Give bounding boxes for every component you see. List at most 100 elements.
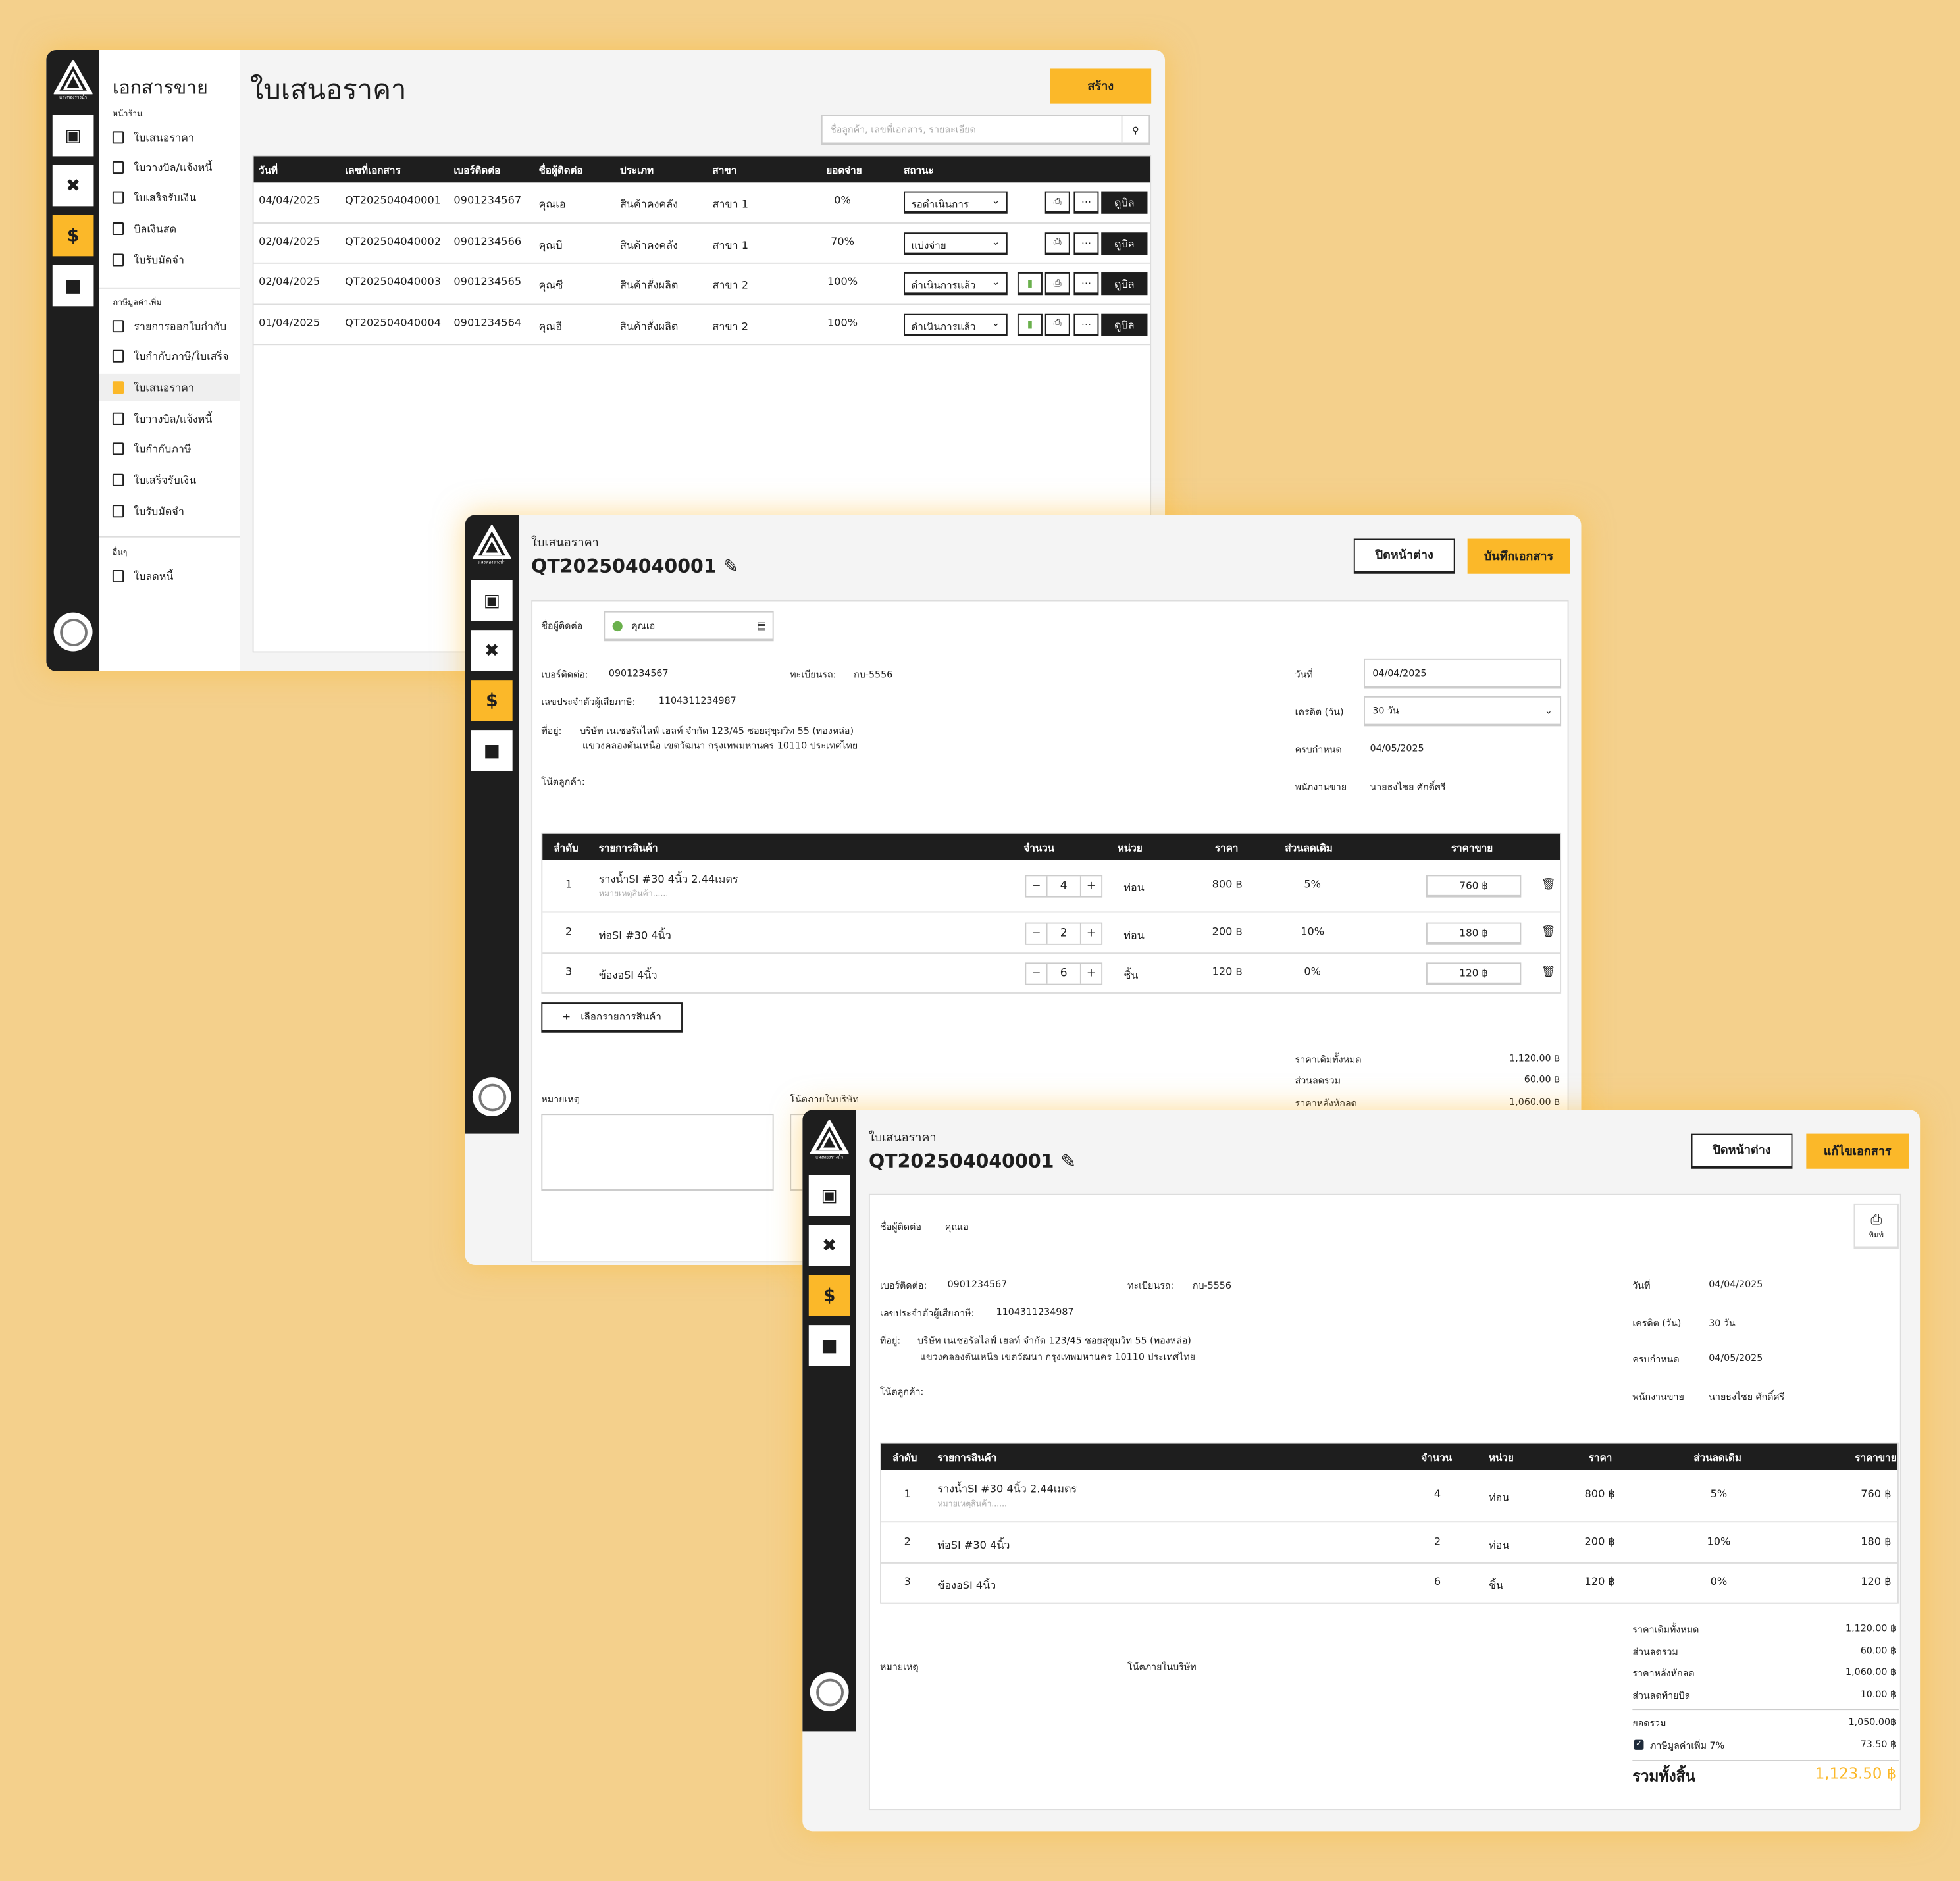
- rail-button-3[interactable]: $: [808, 1275, 850, 1316]
- trash-icon[interactable]: 🗑: [1541, 925, 1556, 939]
- sidebar-item[interactable]: รายการออกใบกำกับ: [99, 313, 240, 340]
- date-field[interactable]: 04/04/2025: [1364, 658, 1562, 689]
- rail-button-1[interactable]: ▣: [471, 580, 513, 621]
- pencil-icon[interactable]: ✎: [1060, 1150, 1077, 1173]
- sale-price-input[interactable]: 760 ฿: [1426, 875, 1522, 898]
- receipt-icon: [112, 191, 124, 204]
- rail-button-3[interactable]: $: [52, 215, 94, 257]
- quantity-value[interactable]: 2: [1046, 923, 1081, 943]
- minus-button[interactable]: −: [1031, 880, 1041, 893]
- plus-button[interactable]: +: [1086, 927, 1096, 940]
- vat-checkbox[interactable]: ✓: [1634, 1739, 1644, 1750]
- rail-button-1[interactable]: ▣: [52, 115, 94, 157]
- plus-button[interactable]: +: [1086, 967, 1096, 980]
- avatar[interactable]: [53, 612, 93, 652]
- sale-price-input[interactable]: 180 ฿: [1426, 921, 1522, 944]
- quantity-value[interactable]: 6: [1046, 964, 1081, 984]
- rail-button-1[interactable]: ▣: [808, 1175, 850, 1216]
- search-icon[interactable]: ⚲: [1121, 116, 1149, 144]
- sidebar-item[interactable]: ใบกำกับภาษี: [99, 435, 240, 463]
- price-cell: 200 ฿: [1212, 925, 1243, 939]
- sidebar-item[interactable]: ใบเสร็จรับเงิน: [99, 466, 240, 494]
- close-window-button[interactable]: ปิดหน้าต่าง: [1691, 1133, 1793, 1169]
- sidebar-item[interactable]: ใบเสร็จรับเงิน: [99, 184, 240, 211]
- status-select[interactable]: แบ่งจ่าย ⌄: [904, 232, 1008, 255]
- quantity-stepper[interactable]: −4 +: [1025, 875, 1103, 898]
- company-note-label: โน้ตภายในบริษัท: [1127, 1661, 1197, 1673]
- minus-button[interactable]: −: [1031, 967, 1041, 980]
- sidebar-item[interactable]: ใบเสนอราคา: [99, 373, 240, 401]
- minus-button[interactable]: −: [1031, 927, 1041, 940]
- more-button[interactable]: ⋯: [1073, 232, 1099, 255]
- trash-icon[interactable]: 🗑: [1541, 966, 1556, 979]
- rail-button-4[interactable]: ■: [471, 730, 513, 771]
- status-select[interactable]: ดำเนินการแล้ว ⌄: [904, 272, 1008, 296]
- view-bill-button[interactable]: ดูบิล: [1101, 313, 1148, 336]
- print-button[interactable]: ⎙: [1044, 191, 1070, 214]
- delivery-button[interactable]: ▮: [1017, 272, 1043, 296]
- date-cell: 01/04/2025: [259, 317, 321, 330]
- view-bill-button[interactable]: ดูบิล: [1101, 191, 1148, 214]
- view-bill-button[interactable]: ดูบิล: [1101, 232, 1148, 255]
- quantity-cell: 6: [1433, 1576, 1441, 1589]
- index-cell: 1: [565, 879, 573, 892]
- status-select[interactable]: รอดำเนินการ ⌄: [904, 191, 1008, 214]
- column-header: ราคาขาย: [1855, 1452, 1897, 1464]
- quantity-value[interactable]: 4: [1046, 876, 1081, 896]
- sidebar-item[interactable]: ใบวางบิล/แจ้งหนี้: [99, 405, 240, 432]
- rail-button-3[interactable]: $: [471, 680, 513, 721]
- delivery-button[interactable]: ▮: [1017, 313, 1043, 336]
- credit-label: เครดิต (วัน): [1295, 706, 1344, 718]
- more-button[interactable]: ⋯: [1073, 191, 1099, 214]
- rail-button-2[interactable]: ✖: [52, 165, 94, 207]
- sidebar-item[interactable]: ใบลดหนี้: [99, 563, 240, 590]
- more-button[interactable]: ⋯: [1073, 313, 1099, 336]
- print-button[interactable]: ⎙: [1044, 272, 1070, 296]
- edit-document-button[interactable]: แก้ไขเอกสาร: [1806, 1133, 1909, 1169]
- contact-book-icon[interactable]: ▤: [756, 620, 767, 632]
- document-dollar-icon: $: [66, 225, 80, 246]
- item-note-placeholder: หมายเหตุสินค้า......: [937, 1499, 1007, 1509]
- plus-button[interactable]: +: [1086, 880, 1096, 893]
- quantity-stepper[interactable]: −6 +: [1025, 962, 1103, 985]
- quotation-view-window: แสงทองรางน้ำ ▣ ✖ $ ■ ใบเสนอราคา QT2025040400…: [802, 1110, 1921, 1832]
- close-window-button[interactable]: ปิดหน้าต่าง: [1353, 538, 1455, 574]
- sidebar-item[interactable]: ใบรับมัดจำ: [99, 498, 240, 525]
- sidebar-item[interactable]: ใบวางบิล/แจ้งหนี้: [99, 154, 240, 182]
- sidebar-item[interactable]: ใบเสนอราคา: [99, 124, 240, 151]
- print-button[interactable]: ⎙: [1044, 313, 1070, 336]
- avatar[interactable]: [472, 1077, 511, 1116]
- product-name: ข้องอSI 4นิ้ว: [598, 969, 658, 983]
- add-item-button[interactable]: + เลือกรายการสินค้า: [541, 1002, 683, 1033]
- view-bill-button[interactable]: ดูบิล: [1101, 272, 1148, 296]
- print-label: พิมพ์: [1869, 1230, 1884, 1240]
- contact-field[interactable]: คุณเอ ▤: [604, 611, 774, 642]
- print-button[interactable]: ⎙ พิมพ์: [1853, 1203, 1899, 1249]
- rail-button-2[interactable]: ✖: [471, 630, 513, 671]
- rail-button-4[interactable]: ■: [52, 265, 94, 307]
- date-cell: 02/04/2025: [259, 276, 321, 289]
- status-select[interactable]: ดำเนินการแล้ว ⌄: [904, 313, 1008, 336]
- sidebar-item[interactable]: ใบรับมัดจำ: [99, 246, 240, 274]
- credit-select[interactable]: 30 วัน ⌄: [1364, 696, 1562, 727]
- store-icon: ▣: [64, 125, 82, 146]
- rail-button-2[interactable]: ✖: [808, 1225, 850, 1266]
- print-button[interactable]: ⎙: [1044, 232, 1070, 255]
- trash-icon[interactable]: 🗑: [1541, 879, 1556, 892]
- quantity-stepper[interactable]: −2 +: [1025, 921, 1103, 944]
- index-cell: 2: [565, 925, 573, 939]
- item-note-placeholder[interactable]: หมายเหตุสินค้า......: [598, 889, 669, 899]
- avatar[interactable]: [810, 1672, 849, 1712]
- sidebar-item[interactable]: บิลเงินสด: [99, 215, 240, 243]
- sidebar-item[interactable]: ใบกำกับภาษี/ใบเสร็จ: [99, 342, 240, 370]
- create-button[interactable]: สร้าง: [1050, 68, 1152, 104]
- remarks-textarea[interactable]: [541, 1114, 774, 1191]
- pencil-icon[interactable]: ✎: [723, 555, 739, 578]
- rail-button-4[interactable]: ■: [808, 1325, 850, 1366]
- delivery-icon: ▮: [1027, 277, 1033, 289]
- save-document-button[interactable]: บันทึกเอกสาร: [1467, 538, 1570, 574]
- search-input[interactable]: ชื่อลูกค้า, เลขที่เอกสาร, รายละเอียด ⚲: [821, 115, 1150, 145]
- receipt-icon: [112, 473, 124, 486]
- sale-price-input[interactable]: 120 ฿: [1426, 962, 1522, 985]
- more-button[interactable]: ⋯: [1073, 272, 1099, 296]
